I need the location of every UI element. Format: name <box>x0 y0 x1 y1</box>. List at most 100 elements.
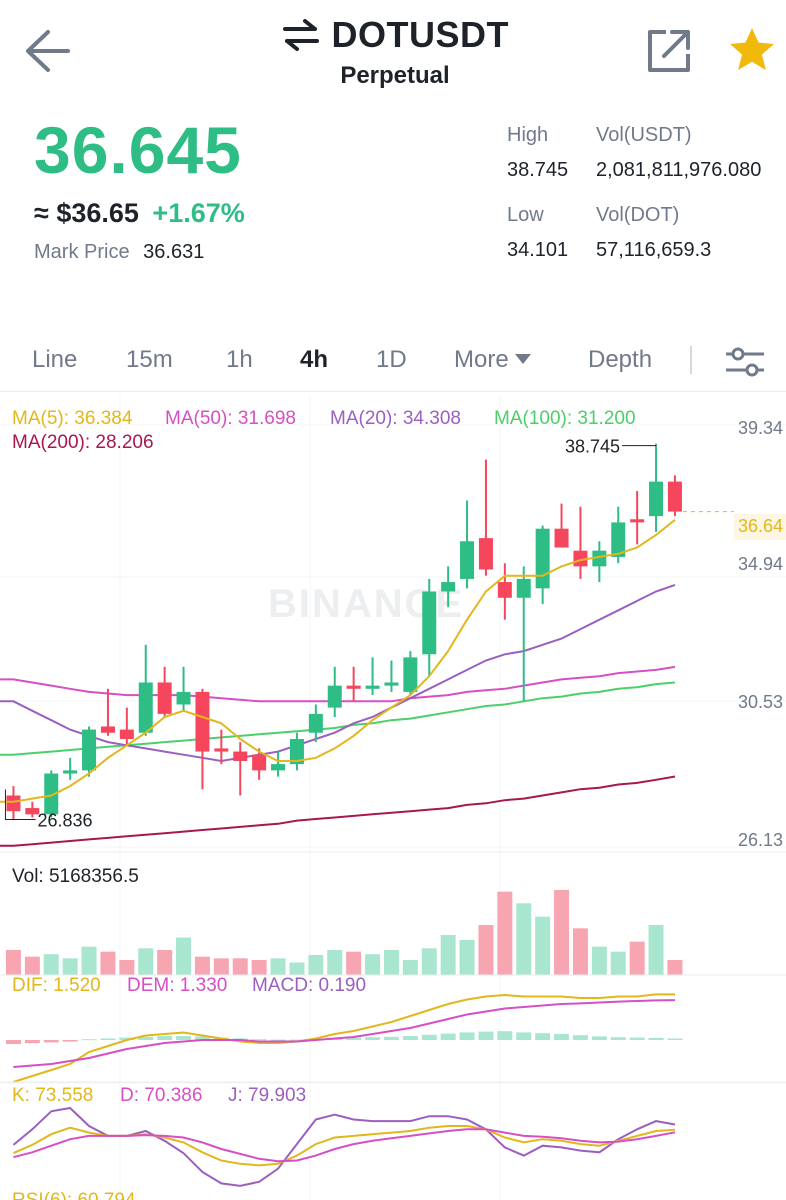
rsi-label: RSI(6): 60.794 <box>12 1190 136 1200</box>
macd-bar-28 <box>535 1033 551 1040</box>
macd-bar-32 <box>610 1037 626 1040</box>
ma5-line <box>0 519 676 803</box>
ma5-label: MA(5): 36.384 <box>12 408 133 429</box>
d-line <box>13 1128 676 1163</box>
axis-price-4: 26.13 <box>738 830 784 850</box>
macd-bar-14 <box>270 1039 286 1041</box>
tab-1h[interactable]: 1h <box>226 346 253 373</box>
volume-bar-18 <box>346 951 362 975</box>
volume-bar-17 <box>327 950 343 975</box>
tab-4h[interactable]: 4h <box>300 346 329 373</box>
tab-depth[interactable]: Depth <box>588 346 653 373</box>
volume-bar-22 <box>421 948 437 975</box>
interval-tabs: Line 15m 1h 4h 1D More Depth <box>0 330 786 392</box>
chart-area[interactable]: 38.745 26.836 <box>0 395 786 1200</box>
volume-bar-31 <box>591 946 607 975</box>
header: DOTUSDT Perpetual <box>0 0 786 110</box>
axis-price-2: 34.94 <box>738 554 784 574</box>
ma200-line <box>0 775 676 847</box>
stat-high: High 38.745 <box>507 124 568 182</box>
volume-bar-26 <box>497 891 513 975</box>
vol-usdt-label: Vol(USDT) <box>596 124 692 146</box>
macd-bar-31 <box>591 1036 607 1040</box>
dif-line <box>13 993 675 1083</box>
share-external-icon[interactable] <box>644 26 694 76</box>
volume-bar-33 <box>629 941 645 975</box>
volume-bar-13 <box>251 960 267 975</box>
candle-body-12 <box>233 751 248 761</box>
volume-bar-15 <box>289 962 305 975</box>
tab-1d[interactable]: 1D <box>376 346 407 373</box>
tab-more-label: More <box>454 346 509 373</box>
mark-price-label: Mark Price <box>34 241 130 263</box>
volume-bar-12 <box>232 958 248 975</box>
candle-body-1 <box>25 808 40 815</box>
candle-body-27 <box>516 578 531 598</box>
chart-settings-icon[interactable] <box>724 344 766 380</box>
tab-divider <box>690 346 692 374</box>
macd-bar-22 <box>421 1034 437 1040</box>
candle-body-5 <box>100 726 115 733</box>
volume-bar-23 <box>440 935 456 975</box>
favorite-star-icon[interactable] <box>726 24 778 76</box>
ma100-line <box>0 681 676 756</box>
tab-line[interactable]: Line <box>32 346 78 373</box>
macd-bar-34 <box>648 1038 664 1040</box>
volume-bar-5 <box>100 951 116 975</box>
title[interactable]: DOTUSDT Perpetual <box>250 14 540 90</box>
tab-15m[interactable]: 15m <box>126 346 173 373</box>
candle-body-7 <box>138 682 153 733</box>
macd-bar-15 <box>289 1039 305 1041</box>
macd-bar-27 <box>516 1032 532 1040</box>
volume-bar-4 <box>81 946 97 975</box>
volume-bar-10 <box>194 956 210 975</box>
tab-more[interactable]: More <box>454 346 531 374</box>
volume-bar-19 <box>365 954 381 975</box>
candle-body-13 <box>252 754 267 771</box>
macd-bar-3 <box>62 1040 78 1042</box>
volume-bar-30 <box>572 928 588 975</box>
candle-body-17 <box>327 685 342 708</box>
candle-body-0 <box>6 795 21 812</box>
usd-price: ≈ $36.65 <box>34 198 139 228</box>
macd-bar-33 <box>629 1037 645 1040</box>
volume-bar-34 <box>648 925 664 975</box>
k-label: K: 73.558 <box>12 1085 94 1106</box>
macd-bar-8 <box>157 1036 173 1040</box>
macd-label: MACD: 0.190 <box>252 975 367 996</box>
volume-bar-29 <box>554 890 570 975</box>
symbol-name: DOTUSDT <box>331 14 509 55</box>
volume-label: Vol: 5168356.5 <box>12 866 139 887</box>
stat-vol-dot: Vol(DOT) 57,116,659.3 <box>596 204 711 262</box>
macd-bar-35 <box>667 1038 683 1040</box>
low-value: 34.101 <box>507 239 569 261</box>
contract-type: Perpetual <box>340 62 450 89</box>
macd-bar-4 <box>81 1039 97 1041</box>
volume-bar-7 <box>138 948 154 975</box>
volume-bar-8 <box>157 950 173 975</box>
high-label: High <box>507 124 549 146</box>
candle-body-2 <box>44 773 59 815</box>
candle-body-22 <box>422 591 437 655</box>
candle-body-23 <box>441 582 456 592</box>
candle-body-24 <box>460 541 475 579</box>
candle-body-21 <box>403 657 418 692</box>
low-leader <box>4 789 36 820</box>
candle-body-31 <box>592 550 607 567</box>
volume-bar-27 <box>516 903 532 975</box>
high-annotation: 38.745 <box>565 437 620 457</box>
last-price: 36.645 <box>34 113 242 187</box>
candle-body-11 <box>214 748 229 752</box>
candle-body-28 <box>535 528 550 589</box>
volume-bar-28 <box>535 916 551 975</box>
back-arrow-icon[interactable] <box>22 28 72 74</box>
candle-body-14 <box>271 764 286 771</box>
d-label: D: 70.386 <box>120 1085 203 1106</box>
axis-price-3: 30.53 <box>738 692 784 712</box>
volume-bar-1 <box>24 956 40 975</box>
candle-body-30 <box>573 550 588 567</box>
macd-bar-23 <box>440 1033 456 1040</box>
high-value: 38.745 <box>507 159 569 181</box>
candle-body-6 <box>119 729 134 740</box>
swap-arrows-icon[interactable] <box>281 15 321 55</box>
